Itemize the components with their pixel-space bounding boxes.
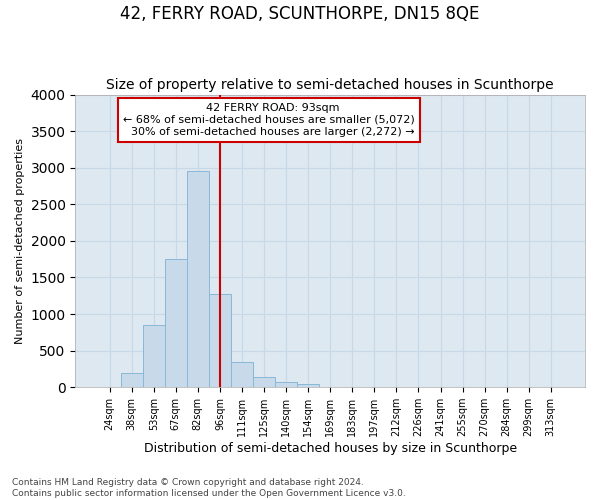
Bar	[187, 172, 209, 387]
Bar	[253, 377, 275, 387]
Text: 42 FERRY ROAD: 93sqm
← 68% of semi-detached houses are smaller (5,072)
  30% of : 42 FERRY ROAD: 93sqm ← 68% of semi-detac…	[123, 104, 415, 136]
Y-axis label: Number of semi-detached properties: Number of semi-detached properties	[15, 138, 25, 344]
Bar	[165, 259, 187, 387]
X-axis label: Distribution of semi-detached houses by size in Scunthorpe: Distribution of semi-detached houses by …	[143, 442, 517, 455]
Bar	[209, 294, 231, 387]
Bar	[275, 382, 297, 387]
Bar	[231, 362, 253, 387]
Text: 42, FERRY ROAD, SCUNTHORPE, DN15 8QE: 42, FERRY ROAD, SCUNTHORPE, DN15 8QE	[121, 5, 479, 23]
Text: Contains HM Land Registry data © Crown copyright and database right 2024.
Contai: Contains HM Land Registry data © Crown c…	[12, 478, 406, 498]
Bar	[143, 325, 165, 387]
Title: Size of property relative to semi-detached houses in Scunthorpe: Size of property relative to semi-detach…	[106, 78, 554, 92]
Bar	[121, 372, 143, 387]
Bar	[297, 384, 319, 387]
